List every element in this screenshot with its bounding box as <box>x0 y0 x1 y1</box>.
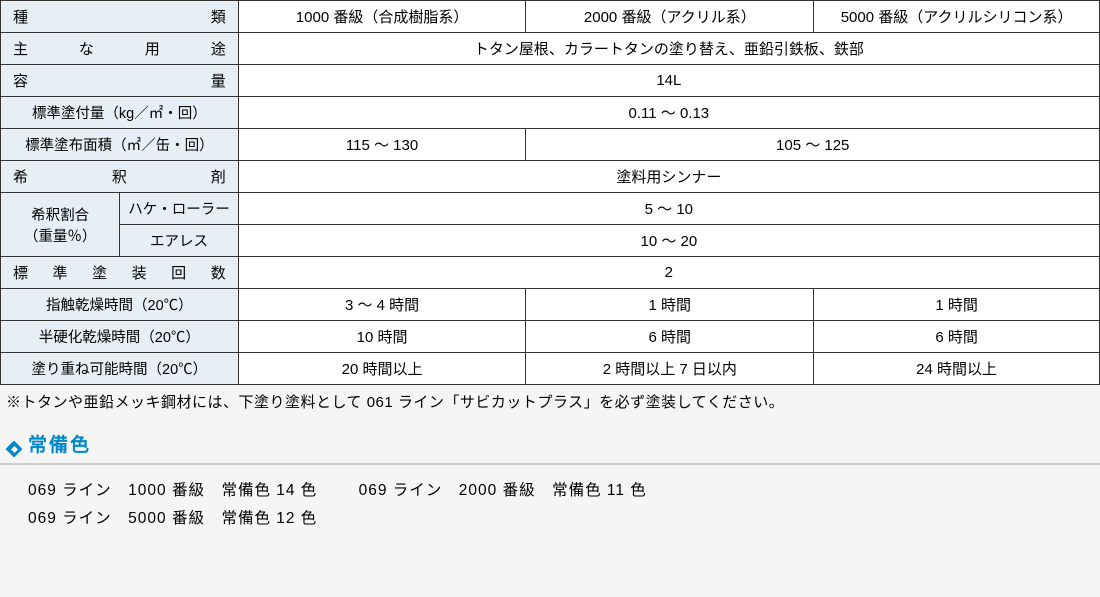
spec-table: 種類 1000 番級（合成樹脂系） 2000 番級（アクリル系） 5000 番級… <box>0 0 1100 385</box>
diamond-icon <box>6 441 22 457</box>
row-type-label: 種類 <box>1 1 239 33</box>
cell-area-23: 105 ～ 125 <box>526 129 1100 161</box>
standard-colors-list: 069 ライン 1000 番級 常備色 14 色 069 ライン 2000 番級… <box>0 477 1100 533</box>
cell-recoat-1: 20 時間以上 <box>238 353 526 385</box>
cell-area-1: 115 ～ 130 <box>238 129 526 161</box>
cell-type-1: 1000 番級（合成樹脂系） <box>238 1 526 33</box>
cell-halfdry-2: 6 時間 <box>526 321 814 353</box>
cell-recoat-3: 24 時間以上 <box>814 353 1100 385</box>
color-line-1b: 069 ライン 2000 番級 常備色 11 色 <box>359 482 647 499</box>
standard-colors-title: 常備色 <box>28 430 91 457</box>
row-dilution-brush: ハケ・ローラー <box>120 193 239 225</box>
row-area-label: 標準塗布面積（㎡／缶・回） <box>1 129 239 161</box>
cell-dilution-brush: 5 ～ 10 <box>238 193 1099 225</box>
cell-halfdry-1: 10 時間 <box>238 321 526 353</box>
cell-type-3: 5000 番級（アクリルシリコン系） <box>814 1 1100 33</box>
row-halfdry-label: 半硬化乾燥時間（20℃） <box>1 321 239 353</box>
dilution-label-a: 希釈割合 <box>31 208 89 224</box>
standard-colors-heading: 常備色 <box>6 430 1100 457</box>
cell-touchdry-3: 1 時間 <box>814 289 1100 321</box>
color-line-2a: 069 ライン 5000 番級 常備色 12 色 <box>28 510 317 527</box>
cell-coats: 2 <box>238 257 1099 289</box>
cell-volume: 14L <box>238 65 1099 97</box>
cell-use: トタン屋根、カラートタンの塗り替え、亜鉛引鉄板、鉄部 <box>238 33 1099 65</box>
cell-dilution-airless: 10 ～ 20 <box>238 225 1099 257</box>
cell-thinner: 塗料用シンナー <box>238 161 1099 193</box>
row-coat-amount-label: 標準塗付量（kg／㎡・回） <box>1 97 239 129</box>
row-touchdry-label: 指触乾燥時間（20℃） <box>1 289 239 321</box>
footnote: ※トタンや亜鉛メッキ鋼材には、下塗り塗料として 061 ライン「サビカットプラス… <box>0 385 1100 412</box>
divider <box>0 463 1100 465</box>
cell-recoat-2: 2 時間以上 7 日以内 <box>526 353 814 385</box>
row-dilution-label: 希釈割合 （重量％） <box>1 193 120 257</box>
cell-type-2: 2000 番級（アクリル系） <box>526 1 814 33</box>
cell-halfdry-3: 6 時間 <box>814 321 1100 353</box>
row-recoat-label: 塗り重ね可能時間（20℃） <box>1 353 239 385</box>
dilution-label-b: （重量％） <box>24 229 97 245</box>
row-use-label: 主な用途 <box>1 33 239 65</box>
row-volume-label: 容量 <box>1 65 239 97</box>
cell-touchdry-1: 3 ～ 4 時間 <box>238 289 526 321</box>
cell-coat-amount: 0.11 ～ 0.13 <box>238 97 1099 129</box>
row-dilution-airless: エアレス <box>120 225 239 257</box>
color-line-1a: 069 ライン 1000 番級 常備色 14 色 <box>28 482 317 499</box>
row-coats-label: 標準塗装回数 <box>1 257 239 289</box>
row-thinner-label: 希釈剤 <box>1 161 239 193</box>
cell-touchdry-2: 1 時間 <box>526 289 814 321</box>
